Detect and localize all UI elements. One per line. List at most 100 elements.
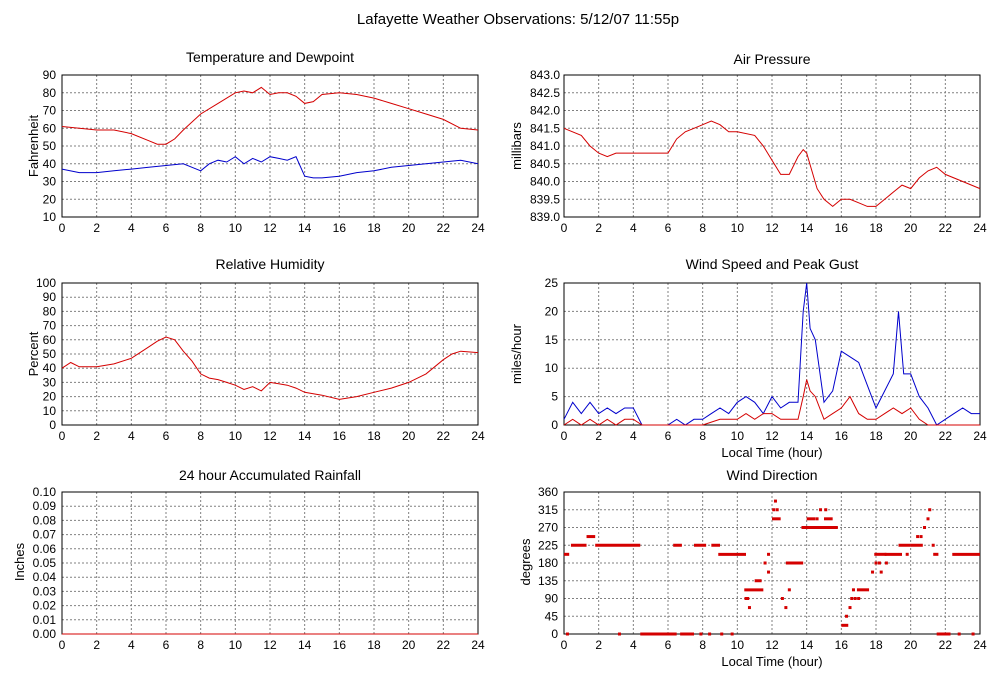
y-tick-label: 842.5 xyxy=(530,86,560,100)
chart-title: Air Pressure xyxy=(733,51,810,67)
x-tick-label: 2 xyxy=(595,221,602,235)
y-axis-label: miles/hour xyxy=(509,323,524,384)
direction-point xyxy=(787,588,791,592)
direction-point xyxy=(824,508,828,512)
x-tick-label: 22 xyxy=(437,429,451,443)
direction-point xyxy=(916,535,920,539)
x-tick-label: 6 xyxy=(163,221,170,235)
x-tick-label: 4 xyxy=(128,429,135,443)
x-tick-label: 18 xyxy=(869,429,883,443)
x-tick-label: 2 xyxy=(595,638,602,652)
y-tick-label: 0.07 xyxy=(33,528,57,542)
y-tick-label: 40 xyxy=(43,157,57,171)
direction-point xyxy=(871,570,875,574)
y-tick-label: 135 xyxy=(538,574,558,588)
direction-point xyxy=(850,597,854,600)
x-tick-label: 0 xyxy=(59,638,66,652)
x-tick-label: 8 xyxy=(699,638,706,652)
x-tick-label: 22 xyxy=(939,429,953,443)
direction-point xyxy=(747,606,751,610)
y-tick-label: 0.04 xyxy=(33,570,57,584)
direction-point xyxy=(884,561,888,565)
direction-point xyxy=(767,570,771,574)
x-tick-label: 24 xyxy=(973,429,987,443)
direction-point xyxy=(845,614,849,618)
y-tick-label: 30 xyxy=(43,175,57,189)
x-tick-label: 6 xyxy=(665,638,672,652)
x-tick-label: 0 xyxy=(561,221,568,235)
y-tick-label: 0.05 xyxy=(33,556,57,570)
y-tick-label: 50 xyxy=(43,347,57,361)
y-tick-label: 0 xyxy=(49,418,56,432)
chart-wind-speed: Wind Speed and Peak Gust miles/hour Loca… xyxy=(509,256,987,460)
y-tick-label: 15 xyxy=(545,333,559,347)
y-axis-label: Percent xyxy=(26,331,41,376)
y-tick-label: 5 xyxy=(551,390,558,404)
x-tick-label: 16 xyxy=(333,221,347,235)
chart-title: 24 hour Accumulated Rainfall xyxy=(179,467,361,483)
y-tick-label: 225 xyxy=(538,538,558,552)
y-tick-label: 842.0 xyxy=(530,104,560,118)
x-tick-label: 4 xyxy=(630,429,637,443)
series-line-1 xyxy=(61,336,479,400)
y-tick-label: 843.0 xyxy=(530,68,560,82)
x-tick-label: 2 xyxy=(93,221,100,235)
direction-point xyxy=(815,517,819,521)
direction-point xyxy=(971,632,975,636)
direction-point xyxy=(919,535,923,539)
x-tick-label: 2 xyxy=(93,638,100,652)
chart-title: Relative Humidity xyxy=(216,256,325,272)
x-tick-label: 6 xyxy=(163,429,170,443)
direction-point xyxy=(874,561,878,565)
y-tick-label: 20 xyxy=(43,390,57,404)
chart-title: Wind Direction xyxy=(726,467,817,483)
page-title: Lafayette Weather Observations: 5/12/07 … xyxy=(357,11,679,28)
y-tick-label: 25 xyxy=(545,276,559,290)
direction-point xyxy=(763,561,767,565)
x-tick-label: 10 xyxy=(229,638,243,652)
x-tick-label: 16 xyxy=(835,221,849,235)
x-tick-label: 18 xyxy=(367,638,381,652)
direction-point xyxy=(617,632,621,636)
y-tick-label: 839.5 xyxy=(530,192,560,206)
x-tick-label: 22 xyxy=(939,221,953,235)
direction-point xyxy=(773,499,777,503)
direction-point xyxy=(780,597,784,600)
x-tick-label: 12 xyxy=(765,638,779,652)
y-axis-label: Fahrenheit xyxy=(26,115,41,178)
x-tick-label: 16 xyxy=(835,638,849,652)
y-tick-label: 840.0 xyxy=(530,175,560,189)
y-tick-label: 80 xyxy=(43,86,57,100)
x-tick-label: 8 xyxy=(699,221,706,235)
x-tick-label: 2 xyxy=(595,429,602,443)
x-tick-label: 16 xyxy=(835,429,849,443)
y-tick-label: 839.0 xyxy=(530,210,560,224)
y-axis-label: millibars xyxy=(509,122,524,170)
y-tick-label: 360 xyxy=(538,485,558,499)
x-tick-label: 8 xyxy=(197,638,204,652)
direction-point xyxy=(767,552,771,556)
y-tick-label: 90 xyxy=(545,592,559,606)
x-tick-label: 12 xyxy=(263,429,277,443)
y-tick-label: 60 xyxy=(43,333,57,347)
x-tick-label: 18 xyxy=(367,221,381,235)
y-tick-label: 45 xyxy=(545,609,559,623)
plot-frame xyxy=(563,491,981,635)
y-tick-label: 841.5 xyxy=(530,121,560,135)
y-tick-label: 0.06 xyxy=(33,542,57,556)
y-tick-label: 840.5 xyxy=(530,157,560,171)
chart-relative-humidity: Relative Humidity Percent 0 2 4 6 8 10 12 14 16 1… xyxy=(26,256,485,443)
x-tick-label: 18 xyxy=(869,638,883,652)
x-tick-label: 6 xyxy=(665,429,672,443)
y-tick-label: 90 xyxy=(43,290,57,304)
y-tick-label: 60 xyxy=(43,121,57,135)
x-tick-label: 12 xyxy=(765,221,779,235)
chart-wind-direction: Wind Direction degrees Local Time (hour)… xyxy=(518,467,987,669)
y-tick-label: 10 xyxy=(43,210,57,224)
plot-frame xyxy=(563,282,981,426)
x-tick-label: 16 xyxy=(333,429,347,443)
y-tick-label: 0.09 xyxy=(33,499,57,513)
